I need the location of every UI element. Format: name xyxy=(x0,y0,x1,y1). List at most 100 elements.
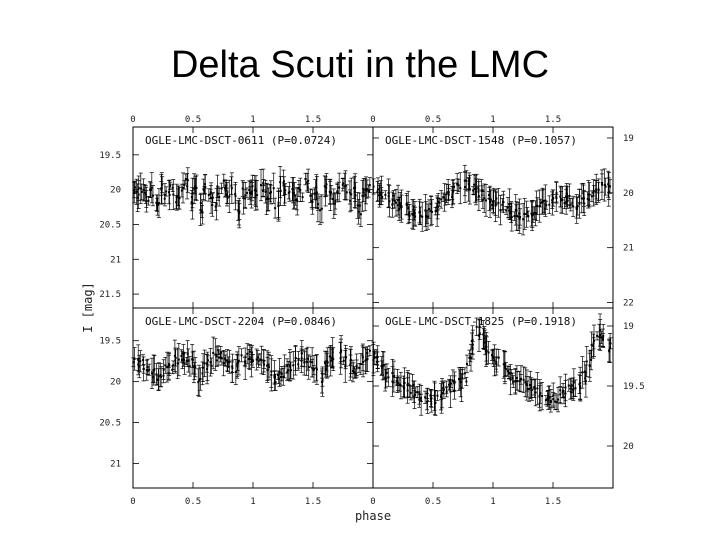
point-marker xyxy=(194,366,197,369)
point-marker xyxy=(561,391,564,394)
y-tick-label: 20 xyxy=(110,186,121,196)
data-point xyxy=(375,181,380,202)
point-marker xyxy=(204,186,207,189)
point-marker xyxy=(442,388,445,391)
data-point xyxy=(412,200,417,226)
point-marker xyxy=(559,389,562,392)
point-marker xyxy=(264,190,267,193)
point-marker xyxy=(457,184,460,187)
data-point xyxy=(221,350,226,377)
point-marker xyxy=(582,192,585,195)
point-marker xyxy=(266,368,269,371)
point-marker xyxy=(344,184,347,187)
data-point xyxy=(524,200,529,228)
point-marker xyxy=(354,372,357,375)
x-tick-label: 0 xyxy=(130,115,135,125)
point-marker xyxy=(427,215,430,218)
point-marker xyxy=(600,183,603,186)
point-marker xyxy=(443,196,446,199)
point-marker xyxy=(222,179,225,182)
point-marker xyxy=(400,206,403,209)
data-point xyxy=(193,178,198,195)
data-point xyxy=(190,344,195,375)
point-marker xyxy=(220,357,223,360)
point-marker xyxy=(329,191,332,194)
point-marker xyxy=(183,362,186,365)
point-marker xyxy=(460,386,463,389)
point-marker xyxy=(273,376,276,379)
y-tick-label: 21.5 xyxy=(99,290,121,300)
point-marker xyxy=(316,206,319,209)
data-point xyxy=(253,175,258,207)
point-marker xyxy=(414,391,417,394)
point-marker xyxy=(145,369,148,372)
point-marker xyxy=(368,349,371,352)
point-marker xyxy=(323,185,326,188)
point-marker xyxy=(453,389,456,392)
data-point xyxy=(159,366,164,388)
point-marker xyxy=(135,190,138,193)
data-point xyxy=(436,192,441,211)
data-point xyxy=(371,178,376,195)
point-marker xyxy=(206,365,209,368)
data-point xyxy=(138,172,143,205)
point-marker xyxy=(411,212,414,215)
data-point xyxy=(197,364,202,397)
point-marker xyxy=(514,380,517,383)
point-marker xyxy=(408,384,411,387)
point-marker xyxy=(406,389,409,392)
data-point xyxy=(293,346,298,376)
data-point xyxy=(580,356,585,389)
data-point xyxy=(594,180,599,200)
point-marker xyxy=(234,195,237,198)
point-marker xyxy=(168,193,171,196)
data-point xyxy=(339,338,344,363)
point-marker xyxy=(250,351,253,354)
data-point xyxy=(595,331,600,341)
point-marker xyxy=(497,201,500,204)
point-marker xyxy=(309,194,312,197)
point-marker xyxy=(306,181,309,184)
point-marker xyxy=(277,205,280,208)
data-point xyxy=(324,178,329,197)
data-point xyxy=(469,332,474,350)
point-marker xyxy=(590,358,593,361)
point-marker xyxy=(248,350,251,353)
data-point xyxy=(464,354,469,374)
data-point xyxy=(482,183,487,213)
data-point xyxy=(237,197,242,229)
point-marker xyxy=(468,188,471,191)
y-tick-label: 22 xyxy=(623,299,634,309)
data-point xyxy=(298,177,303,202)
point-marker xyxy=(519,378,522,381)
data-point xyxy=(543,395,548,406)
point-marker xyxy=(216,185,219,188)
point-marker xyxy=(150,186,153,189)
data-point xyxy=(546,385,551,405)
point-marker xyxy=(320,207,323,210)
data-point xyxy=(477,318,482,335)
point-marker xyxy=(185,360,188,363)
point-marker xyxy=(555,191,558,194)
data-point xyxy=(380,351,385,381)
point-marker xyxy=(155,201,158,204)
data-point xyxy=(558,376,563,405)
point-marker xyxy=(199,202,202,205)
point-marker xyxy=(481,198,484,201)
point-marker xyxy=(353,371,356,374)
point-marker xyxy=(139,360,142,363)
point-marker xyxy=(524,381,527,384)
data-point xyxy=(331,347,336,372)
data-point xyxy=(328,180,333,205)
point-marker xyxy=(164,364,167,367)
point-marker xyxy=(571,201,574,204)
point-marker xyxy=(456,182,459,185)
point-marker xyxy=(590,195,593,198)
data-point xyxy=(268,183,273,203)
point-marker xyxy=(434,401,437,404)
point-marker xyxy=(418,398,421,401)
point-marker xyxy=(138,365,141,368)
data-point xyxy=(435,390,440,401)
point-marker xyxy=(137,358,140,361)
y-tick-label: 19 xyxy=(623,322,634,332)
